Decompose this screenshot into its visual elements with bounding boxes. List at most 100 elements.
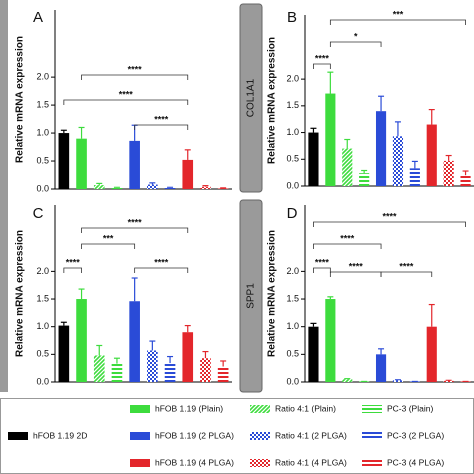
legend-swatch <box>362 432 382 440</box>
legend-label: hFOB 1.19 (4 PLGA) <box>155 457 234 467</box>
bar <box>308 132 319 186</box>
y-tick-label: 1.5 <box>286 293 299 303</box>
gene-label: COL1A1 <box>246 78 257 117</box>
bar <box>392 380 404 382</box>
bar <box>375 111 387 186</box>
y-tick-label: 0.0 <box>36 183 49 193</box>
legend-swatch <box>8 432 28 440</box>
bar <box>182 332 194 382</box>
significance-bracket <box>313 63 331 69</box>
legend-swatch <box>250 405 270 413</box>
panel-letter: A <box>33 9 43 26</box>
significance-label: **** <box>315 53 330 63</box>
y-tick-label: 2.0 <box>286 266 299 276</box>
legend-label: hFOB 1.19 (2 PLGA) <box>155 430 234 440</box>
bar <box>325 299 336 382</box>
legend-label: PC-3 (2 PLGA) <box>387 430 444 440</box>
significance-label: **** <box>349 261 364 271</box>
significance-bracket <box>313 243 382 249</box>
bar <box>200 358 211 382</box>
bar <box>93 355 105 382</box>
significance-label: * <box>354 31 358 41</box>
side-strip <box>0 0 8 392</box>
legend-label: PC-3 (4 PLGA) <box>387 457 444 467</box>
bar <box>460 381 471 382</box>
bar <box>111 363 123 382</box>
y-axis-label: Relative mRNA expression <box>15 230 26 357</box>
significance-label: **** <box>128 64 143 74</box>
bar <box>325 93 336 186</box>
significance-label: *** <box>103 233 114 243</box>
significance-bracket <box>81 243 136 249</box>
bar <box>129 301 140 382</box>
y-tick-label: 1.0 <box>36 127 49 137</box>
significance-label: **** <box>119 89 134 99</box>
legend-swatch <box>362 459 382 467</box>
significance-label: **** <box>154 257 169 267</box>
y-tick-label: 1.5 <box>36 99 49 109</box>
bar <box>443 380 454 382</box>
bar <box>164 187 176 189</box>
significance-bracket <box>63 267 82 273</box>
bar <box>426 326 437 382</box>
bar <box>359 381 370 382</box>
legend-label: Ratio 4:1 (Plain) <box>275 403 336 413</box>
gene-box <box>239 3 263 193</box>
y-tick-label: 0.0 <box>36 376 49 386</box>
y-axis-label: Relative mRNA expression <box>15 36 26 163</box>
significance-bracket <box>134 267 189 273</box>
significance-bracket <box>329 271 382 277</box>
y-tick-label: 2.0 <box>36 266 49 276</box>
significance-bracket <box>81 227 189 233</box>
bar <box>359 173 370 186</box>
bar <box>93 185 105 189</box>
legend-swatch <box>130 459 150 467</box>
bar <box>426 124 437 186</box>
significance-label: **** <box>128 217 143 227</box>
significance-label: **** <box>382 211 397 221</box>
legend-label: hFOB 1.19 2D <box>33 430 87 440</box>
y-tick-label: 2.0 <box>286 74 299 84</box>
panel-letter: B <box>287 9 297 26</box>
bar <box>342 148 353 186</box>
bar <box>409 168 420 186</box>
gene-label: SPP1 <box>246 283 257 309</box>
y-tick-label: 0.0 <box>286 376 299 386</box>
bar <box>217 188 229 189</box>
y-tick-label: 0.0 <box>286 180 299 190</box>
legend-swatch <box>362 405 382 413</box>
gene-box <box>239 199 263 393</box>
significance-bracket <box>313 267 331 273</box>
legend-swatch <box>250 459 270 467</box>
y-tick-label: 1.5 <box>36 293 49 303</box>
bar <box>147 184 158 189</box>
legend-label: Ratio 4:1 (4 PLGA) <box>275 457 347 467</box>
y-tick-label: 1.0 <box>36 321 49 331</box>
bar <box>76 138 87 189</box>
significance-label: **** <box>154 114 169 124</box>
y-tick-label: 0.5 <box>36 349 49 359</box>
significance-bracket <box>81 74 189 80</box>
significance-bracket <box>329 41 382 47</box>
significance-bracket <box>329 19 466 25</box>
significance-bracket <box>63 99 189 105</box>
bar <box>182 159 194 189</box>
y-tick-label: 2.0 <box>36 72 49 82</box>
bar <box>409 381 420 382</box>
panel-letter: C <box>33 205 44 222</box>
y-tick-label: 0.5 <box>286 349 299 359</box>
significance-bracket <box>134 124 189 130</box>
panel-letter: D <box>287 205 298 222</box>
significance-bracket <box>313 221 466 227</box>
bar <box>392 136 404 186</box>
legend-swatch <box>250 432 270 440</box>
bar <box>375 354 387 382</box>
y-axis-label: Relative mRNA expression <box>267 37 278 164</box>
bar <box>76 299 87 382</box>
bar <box>111 187 123 189</box>
bar <box>443 160 454 186</box>
legend-label: PC-3 (Plain) <box>387 403 433 413</box>
bar <box>342 379 353 382</box>
bar <box>147 350 158 382</box>
